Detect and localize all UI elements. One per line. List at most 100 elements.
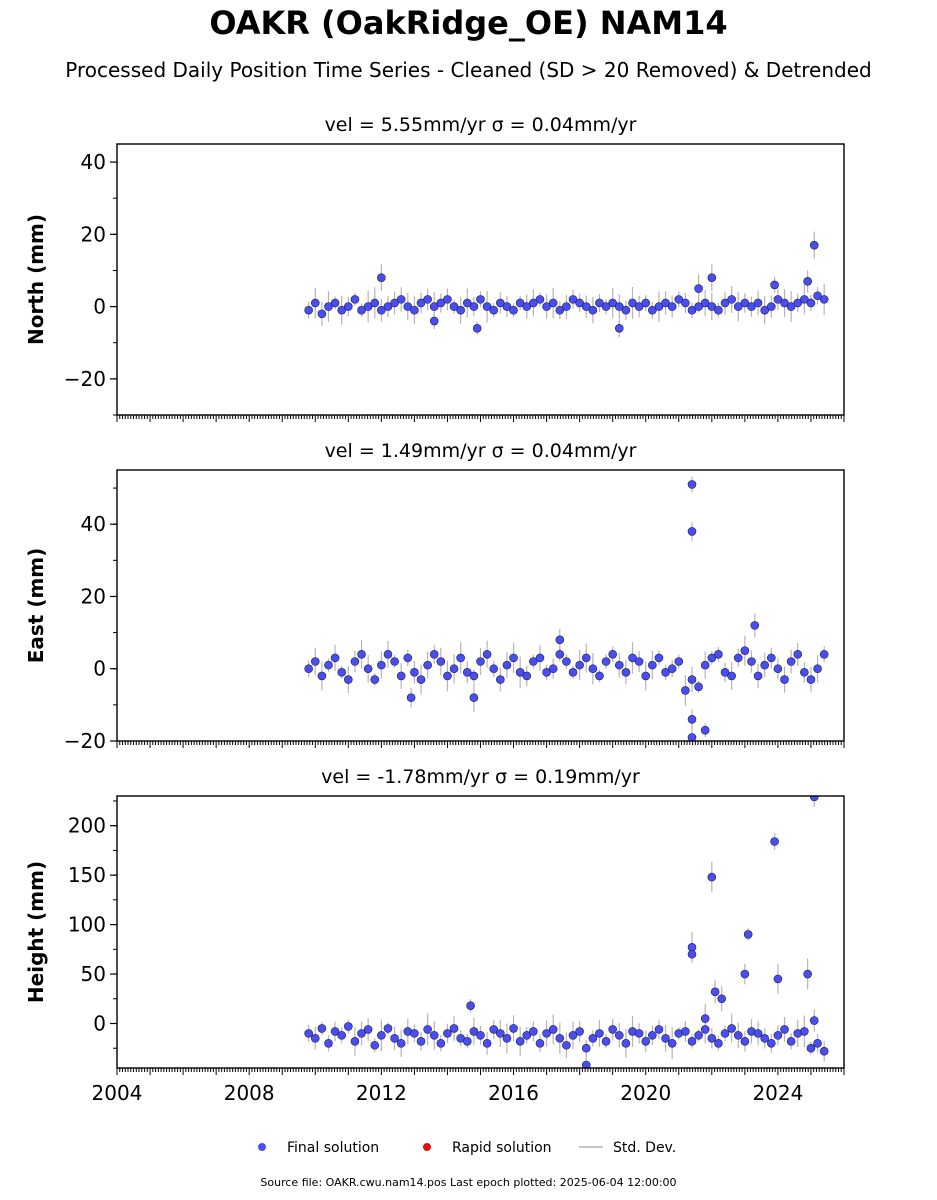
data-point [687,733,697,741]
data-point [687,527,697,536]
y-tick-label: 40 [81,512,106,536]
data-point [344,675,353,684]
data-point [317,1024,327,1033]
data-point [700,660,710,670]
data-point [370,675,380,684]
data-point [581,653,591,663]
data-point [482,649,492,659]
data-point [466,1001,475,1010]
data-point [654,653,664,663]
data-point [324,1038,333,1048]
data-point [575,298,584,308]
data-point [700,1014,710,1023]
y-axis-label: East (mm) [24,548,48,664]
data-point [700,298,710,308]
legend-label: Final solution [287,1140,379,1156]
data-point [575,1027,584,1036]
data-point [310,298,320,308]
data-point [436,1038,446,1048]
data-point [330,653,340,663]
data-point [562,1040,571,1050]
data-point [595,298,604,308]
data-point [707,653,717,663]
data-point [707,273,717,282]
data-point [681,1027,690,1036]
data-point [641,1036,651,1046]
x-tick-label: 2012 [356,1081,407,1105]
data-point [502,660,512,670]
data-point [317,309,327,319]
data-point [614,323,624,333]
data-point [496,298,505,308]
data-point [344,1022,353,1031]
data-point [648,660,657,670]
data-point [641,298,651,308]
data-point [621,305,631,315]
data-point [760,1034,769,1043]
data-point [740,298,750,308]
data-point [429,316,439,326]
data-point [396,1038,406,1048]
data-point [601,302,611,311]
data-point [806,298,816,308]
data-point [443,1029,452,1038]
data-point [614,302,624,311]
data-point [621,1038,631,1048]
axes-frame [116,143,845,416]
data-point [449,1024,459,1033]
data-point [568,668,578,677]
data-point [310,1034,320,1043]
data-point [601,657,611,666]
data-point [496,675,505,684]
y-tick-label: −20 [64,367,106,391]
data-point [800,668,809,677]
data-point [793,298,803,308]
data-point [377,660,386,670]
data-point [608,649,617,659]
data-point [509,305,518,315]
data-point [337,305,347,315]
data-point [462,1036,472,1046]
data-point [310,657,320,666]
data-point [747,302,756,311]
data-point [469,693,479,702]
data-point [370,1040,380,1050]
data-point [396,671,406,681]
data-point [489,664,499,674]
data-point [621,668,631,677]
data-point [304,664,313,674]
data-point [595,671,604,681]
data-point [727,671,736,681]
data-point [813,291,822,301]
data-point [548,664,558,674]
y-tick-label: 0 [93,295,106,319]
data-point [555,635,565,645]
data-point [469,671,479,681]
data-point [581,1060,591,1068]
y-tick-label: 200 [68,814,106,838]
data-point [548,1025,558,1034]
data-point [717,994,727,1004]
data-point [575,660,584,670]
y-axis-label: Height (mm) [24,861,48,1003]
data-point [687,715,697,724]
data-point [330,1027,340,1036]
data-point [383,649,393,659]
data-point [786,1036,796,1046]
data-point [770,837,779,846]
data-point [694,1031,703,1040]
data-point [773,1031,783,1040]
data-point [555,649,565,659]
data-point [476,295,485,304]
data-point [819,295,829,304]
data-point [456,305,465,315]
data-point [661,1034,670,1043]
data-point [581,1043,591,1053]
data-point [714,1038,723,1048]
data-point [462,668,472,677]
legend: Final solution Rapid solution Std. Dev. [258,1140,676,1156]
data-point [681,686,690,695]
panel-east: −20 0 20 40 East (mm) [24,469,845,753]
data-point [710,987,720,997]
